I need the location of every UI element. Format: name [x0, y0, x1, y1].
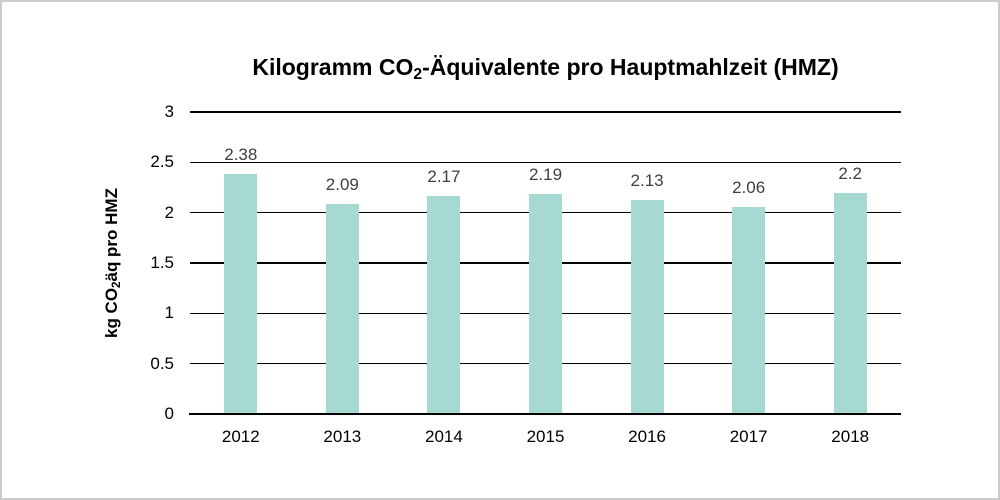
y-tick-label: 0.5 — [150, 353, 174, 373]
bar-value-label: 2.13 — [630, 170, 664, 190]
bar-2017 — [732, 206, 766, 414]
bar-2016 — [630, 199, 664, 414]
x-tick-label: 2016 — [628, 427, 666, 446]
bar-value-label: 2.2 — [838, 163, 863, 183]
y-tick-label: 0 — [164, 404, 174, 423]
x-axis-line — [189, 413, 901, 415]
bar-value-label: 2.38 — [224, 145, 258, 165]
x-tick-label: 2013 — [323, 427, 362, 446]
bar-2013 — [325, 203, 359, 414]
chart-title: Kilogramm CO2-Äquivalente pro Hauptmahlz… — [252, 54, 839, 84]
bar-value-label: 2.06 — [732, 177, 766, 197]
bar-2014 — [427, 195, 461, 414]
x-tick-label: 2014 — [425, 427, 463, 446]
bar-value-label: 2.09 — [325, 174, 359, 194]
y-tick-label: 2.5 — [150, 152, 174, 172]
y-tick-label: 2 — [164, 202, 174, 222]
x-tick-label: 2015 — [526, 427, 565, 446]
x-tick-label: 2017 — [729, 427, 768, 446]
bar-2018 — [833, 192, 867, 414]
gridline — [190, 161, 901, 164]
bar-value-label: 2.17 — [427, 166, 461, 186]
y-tick-label: 1 — [164, 303, 174, 323]
y-tick-label: 1.5 — [150, 253, 174, 272]
x-tick-label: 2012 — [221, 427, 260, 446]
gridline — [190, 111, 901, 113]
bar-2012 — [224, 174, 258, 414]
x-tick-label: 2018 — [831, 427, 870, 446]
bar-2015 — [529, 193, 562, 414]
bar-value-label: 2.19 — [528, 164, 563, 184]
y-tick-label: 3 — [164, 102, 174, 121]
